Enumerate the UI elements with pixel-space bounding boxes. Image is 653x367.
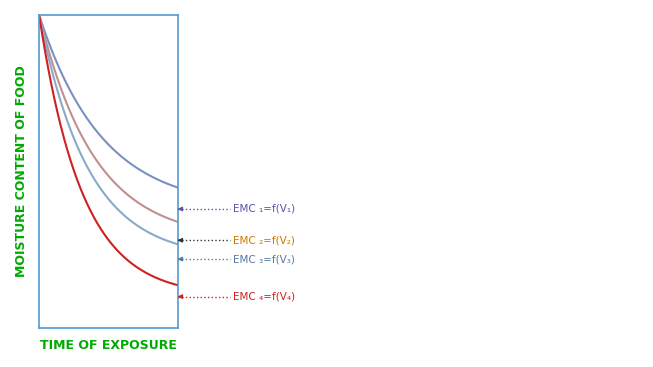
Text: EMC ₃=f(V₃): EMC ₃=f(V₃) [233,254,295,264]
X-axis label: TIME OF EXPOSURE: TIME OF EXPOSURE [40,339,177,352]
Text: EMC ₁=f(V₁): EMC ₁=f(V₁) [233,204,295,214]
Y-axis label: MOISTURE CONTENT OF FOOD: MOISTURE CONTENT OF FOOD [15,66,28,277]
Text: EMC ₂=f(V₂): EMC ₂=f(V₂) [233,235,295,245]
Text: EMC ₄=f(V₄): EMC ₄=f(V₄) [233,292,295,302]
